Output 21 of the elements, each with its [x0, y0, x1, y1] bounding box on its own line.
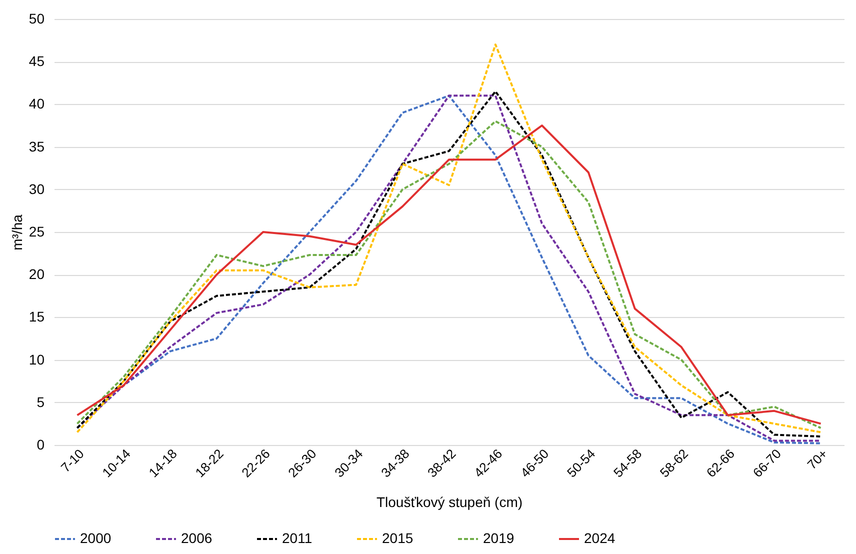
y-tick-label: 30 [28, 180, 45, 197]
y-tick-label: 40 [28, 96, 45, 112]
y-tick-label: 5 [36, 394, 45, 410]
legend-label: 2024 [584, 530, 616, 546]
y-tick-label: 50 [28, 10, 45, 26]
x-tick-label: 70+ [804, 446, 830, 472]
y-tick-label: 0 [36, 436, 45, 452]
legend-label: 2019 [483, 530, 514, 546]
legend-label: 2000 [80, 530, 112, 546]
legend-label: 2011 [282, 530, 312, 546]
x-tick-label: 7-10 [58, 446, 87, 476]
y-tick-label: 35 [28, 138, 45, 154]
y-tick-label: 45 [28, 53, 45, 70]
x-axis-title: Tloušťkový stupeň (cm) [376, 494, 523, 510]
y-tick-label: 20 [28, 266, 45, 282]
legend-label: 2015 [382, 530, 414, 546]
y-tick-label: 15 [28, 308, 45, 325]
legend-label: 2006 [181, 530, 212, 546]
y-tick-label: 25 [28, 224, 45, 240]
y-axis-title: m³/ha [8, 214, 25, 250]
y-tick-label: 10 [28, 351, 45, 368]
